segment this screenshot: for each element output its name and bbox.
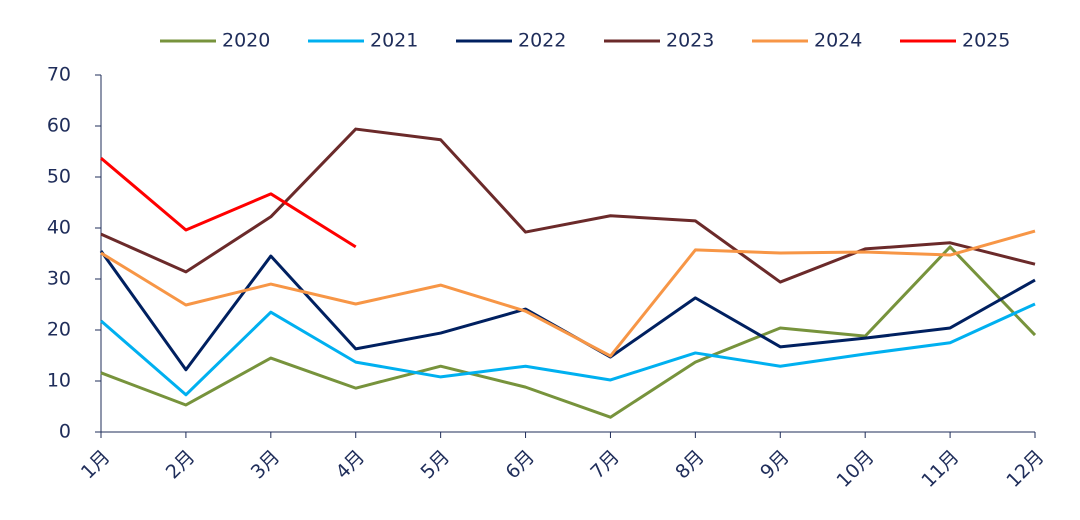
line-series <box>100 229 1036 358</box>
line-series <box>100 127 1036 284</box>
x-tick-label: 11月 <box>917 446 963 492</box>
legend-label: 2025 <box>962 30 1010 52</box>
legend-label: 2021 <box>370 30 418 52</box>
y-tick-label: 60 <box>47 115 71 137</box>
x-tick-label: 9月 <box>756 446 794 484</box>
y-tick-label: 40 <box>47 217 71 239</box>
x-tick-label: 7月 <box>586 446 624 484</box>
y-tick-label: 50 <box>47 166 71 188</box>
y-tick-label: 20 <box>47 319 71 341</box>
legend-label: 2024 <box>814 30 862 52</box>
line-series <box>99 250 1036 372</box>
x-tick-label: 4月 <box>332 446 370 484</box>
y-tick-label: 70 <box>47 64 71 86</box>
legend-label: 2022 <box>518 30 566 52</box>
line-series <box>100 156 357 249</box>
x-tick-label: 6月 <box>501 446 539 484</box>
x-tick-label: 8月 <box>671 446 709 484</box>
x-tick-label: 5月 <box>417 446 455 484</box>
legend-label: 2020 <box>222 30 270 52</box>
x-tick-label: 1月 <box>77 446 115 484</box>
x-tick-label: 10月 <box>833 446 879 492</box>
legend-label: 2023 <box>666 30 714 52</box>
line-series <box>100 245 1037 419</box>
y-tick-label: 10 <box>47 370 71 392</box>
y-tick-label: 0 <box>59 421 71 443</box>
line-series <box>100 302 1036 397</box>
x-tick-label: 12月 <box>1002 446 1048 492</box>
y-tick-label: 30 <box>47 268 71 290</box>
x-tick-label: 3月 <box>247 446 285 484</box>
x-tick-label: 2月 <box>162 446 200 484</box>
